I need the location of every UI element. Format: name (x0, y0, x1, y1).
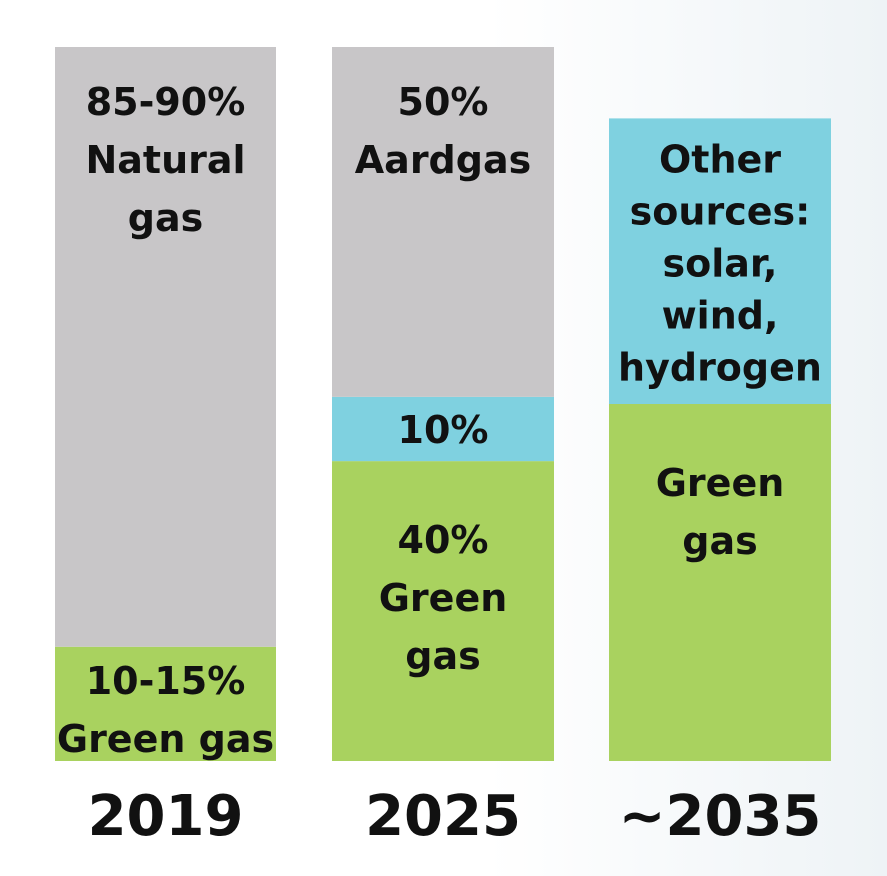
bar-1-segment-other_sources (332, 396, 554, 462)
bar-1-green_gas-label-line-0: 40% (398, 518, 489, 562)
bar-0-natural_gas-label-line-0: 85-90% (86, 80, 246, 124)
bar-2-other_sources-label-line-0: Other (659, 137, 781, 181)
category-label-1: 2025 (365, 784, 521, 849)
bar-1-green_gas-label-line-1: Green (379, 576, 508, 620)
bar-0-segment-natural_gas (55, 47, 276, 647)
bar-2-green_gas-label-line-0: Green (656, 461, 785, 505)
bar-1-segment-green_gas (332, 461, 554, 761)
bars-layer (55, 47, 831, 761)
bar-0-green_gas-label-line-0: 10-15% (86, 659, 246, 703)
bar-1-natural_gas-label-line-0: 50% (398, 80, 489, 124)
bar-2-other_sources-label-line-2: solar, (663, 241, 778, 285)
bar-1-green_gas-label-line-2: gas (405, 634, 480, 678)
bar-2-segment-green_gas (609, 404, 831, 761)
bar-2-green_gas-label-line-1: gas (682, 519, 757, 563)
bar-2-other_sources-label-line-1: sources: (630, 189, 811, 233)
bar-1-natural_gas-label-line-1: Aardgas (355, 138, 531, 182)
bar-2-other_sources-label-line-3: wind, (662, 293, 779, 337)
bar-2-segment-other_sources (609, 118, 831, 405)
bar-0-natural_gas-label-line-2: gas (128, 196, 203, 240)
bar-1-other_sources-label-line-0: 10% (398, 408, 489, 452)
bar-2-other_sources-label-line-4: hydrogen (618, 345, 822, 389)
bar-1-segment-natural_gas (332, 47, 554, 397)
labels-layer: 10-15% Green gas 85-90% Natural gas 2019 40% Gr… (57, 80, 822, 849)
category-label-2: ~2035 (619, 784, 822, 849)
bar-0-green_gas-label-line-1: Green gas (57, 717, 274, 761)
bar-0-segment-green_gas (55, 646, 276, 761)
category-label-0: 2019 (88, 784, 244, 849)
bar-0-natural_gas-label-line-1: Natural (85, 138, 245, 182)
